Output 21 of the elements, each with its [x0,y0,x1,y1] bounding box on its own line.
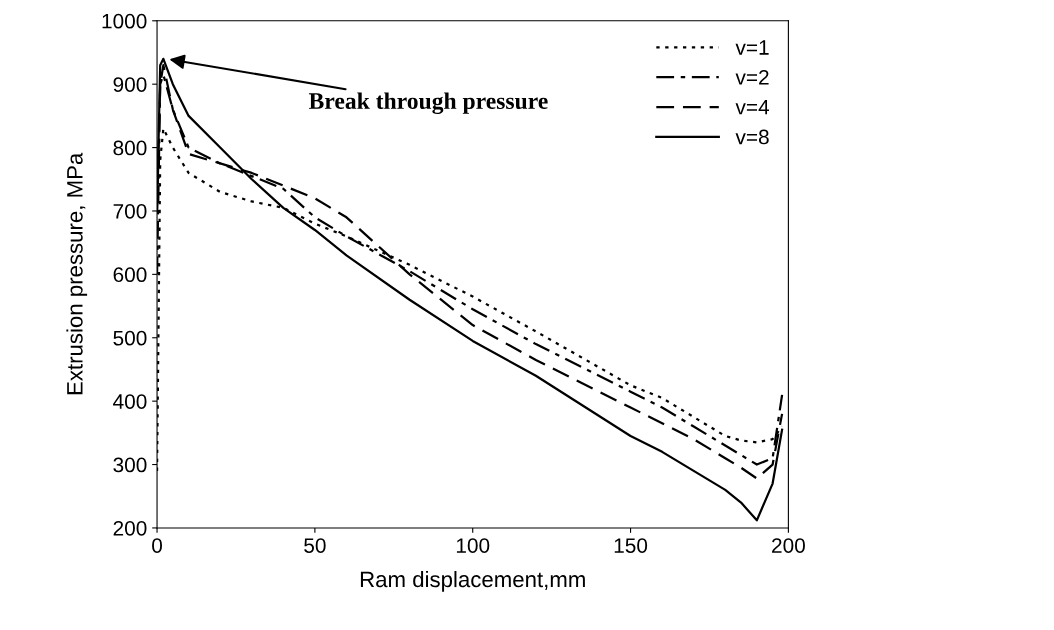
legend-label: v=1 [735,40,769,55]
legend-label: v=2 [735,69,769,85]
y-tick-label: 300 [113,457,147,473]
x-tick-label: 0 [152,538,163,553]
x-tick-label: 200 [772,538,805,553]
x-tick-label: 100 [456,538,490,553]
y-tick-label: 500 [113,330,147,346]
legend-label: v=8 [735,129,769,145]
x-tick-label: 150 [614,538,648,553]
y-tick-label: 400 [113,394,147,409]
x-axis-title: Ram displacement,mm [360,570,585,592]
y-tick-label: 1000 [102,13,147,29]
y-tick-label: 200 [113,520,147,536]
y-tick-label: 600 [113,267,147,283]
x-tick-label: 50 [304,538,326,553]
annotation: Break through pressure [308,92,548,114]
y-tick-label: 800 [113,140,147,156]
y-tick-label: 900 [113,77,147,92]
legend-label: v=4 [735,99,770,115]
y-axis-title: Extrusion pressure, MPa [66,152,88,395]
y-tick-label: 700 [113,203,147,219]
